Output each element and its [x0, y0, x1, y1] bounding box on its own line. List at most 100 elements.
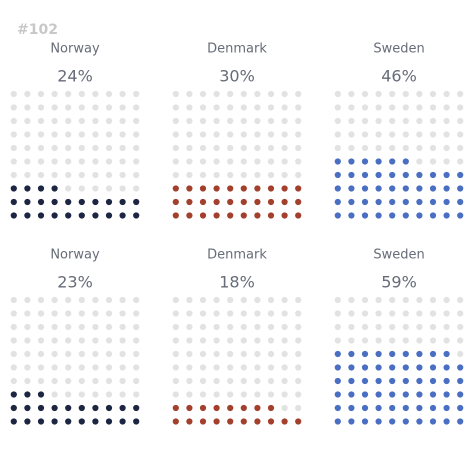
- filled-dot: [416, 185, 423, 192]
- empty-dot: [457, 323, 464, 331]
- filled-dot: [361, 185, 369, 192]
- empty-dot: [227, 131, 234, 138]
- empty-dot: [51, 377, 58, 385]
- empty-dot: [65, 117, 72, 125]
- filled-dot: [254, 185, 261, 192]
- empty-dot: [172, 104, 179, 111]
- filled-dot: [402, 391, 409, 398]
- filled-dot: [24, 404, 31, 412]
- empty-dot: [281, 377, 288, 385]
- empty-dot: [51, 350, 58, 358]
- empty-dot: [65, 131, 72, 138]
- empty-dot: [24, 131, 31, 138]
- filled-dot: [416, 212, 423, 219]
- empty-dot: [402, 337, 409, 344]
- empty-dot: [51, 117, 58, 125]
- empty-dot: [37, 364, 45, 371]
- filled-dot: [10, 418, 17, 425]
- empty-dot: [240, 337, 247, 344]
- filled-dot: [10, 185, 17, 192]
- filled-dot: [65, 198, 72, 206]
- filled-dot: [267, 212, 275, 219]
- empty-dot: [361, 323, 369, 331]
- empty-dot: [416, 323, 423, 331]
- filled-dot: [213, 418, 220, 425]
- empty-dot: [254, 144, 261, 152]
- empty-dot: [133, 296, 140, 304]
- empty-dot: [416, 104, 423, 111]
- empty-dot: [199, 296, 207, 304]
- empty-dot: [37, 377, 45, 385]
- filled-dot: [457, 404, 464, 412]
- empty-dot: [348, 90, 355, 98]
- empty-dot: [267, 310, 275, 317]
- empty-dot: [186, 364, 193, 371]
- empty-dot: [402, 131, 409, 138]
- empty-dot: [199, 171, 207, 179]
- empty-dot: [457, 117, 464, 125]
- empty-dot: [199, 104, 207, 111]
- filled-dot: [375, 198, 382, 206]
- filled-dot: [24, 212, 31, 219]
- empty-dot: [295, 377, 302, 385]
- empty-dot: [24, 323, 31, 331]
- empty-dot: [92, 144, 99, 152]
- filled-dot: [172, 418, 179, 425]
- empty-dot: [51, 144, 58, 152]
- filled-dot: [24, 391, 31, 398]
- filled-dot: [51, 212, 58, 219]
- empty-dot: [172, 377, 179, 385]
- filled-dot: [348, 158, 355, 165]
- filled-dot: [227, 212, 234, 219]
- filled-dot: [457, 185, 464, 192]
- empty-dot: [389, 90, 396, 98]
- filled-dot: [361, 171, 369, 179]
- empty-dot: [199, 377, 207, 385]
- empty-dot: [119, 364, 126, 371]
- empty-dot: [24, 171, 31, 179]
- empty-dot: [133, 104, 140, 111]
- empty-dot: [92, 117, 99, 125]
- empty-dot: [51, 337, 58, 344]
- empty-dot: [172, 310, 179, 317]
- empty-dot: [254, 364, 261, 371]
- filled-dot: [402, 377, 409, 385]
- empty-dot: [92, 337, 99, 344]
- empty-dot: [295, 337, 302, 344]
- empty-dot: [186, 171, 193, 179]
- empty-dot: [254, 158, 261, 165]
- percent-label: 23%: [57, 273, 93, 292]
- empty-dot: [375, 104, 382, 111]
- filled-dot: [334, 171, 341, 179]
- empty-dot: [389, 323, 396, 331]
- empty-dot: [375, 90, 382, 98]
- empty-dot: [267, 117, 275, 125]
- filled-dot: [213, 404, 220, 412]
- filled-dot: [429, 391, 437, 398]
- empty-dot: [199, 158, 207, 165]
- filled-dot: [24, 185, 31, 192]
- page-label: #102: [17, 22, 58, 38]
- empty-dot: [92, 364, 99, 371]
- empty-dot: [78, 131, 85, 138]
- filled-dot: [375, 404, 382, 412]
- empty-dot: [24, 377, 31, 385]
- empty-dot: [281, 310, 288, 317]
- filled-dot: [389, 158, 396, 165]
- filled-dot: [172, 198, 179, 206]
- filled-dot: [10, 198, 17, 206]
- filled-dot: [254, 418, 261, 425]
- filled-dot: [295, 418, 302, 425]
- filled-dot: [37, 391, 45, 398]
- empty-dot: [37, 337, 45, 344]
- empty-dot: [172, 171, 179, 179]
- empty-dot: [65, 296, 72, 304]
- empty-dot: [186, 104, 193, 111]
- empty-dot: [254, 117, 261, 125]
- empty-dot: [348, 310, 355, 317]
- empty-dot: [375, 323, 382, 331]
- filled-dot: [375, 364, 382, 371]
- empty-dot: [65, 171, 72, 179]
- empty-dot: [227, 117, 234, 125]
- filled-dot: [348, 418, 355, 425]
